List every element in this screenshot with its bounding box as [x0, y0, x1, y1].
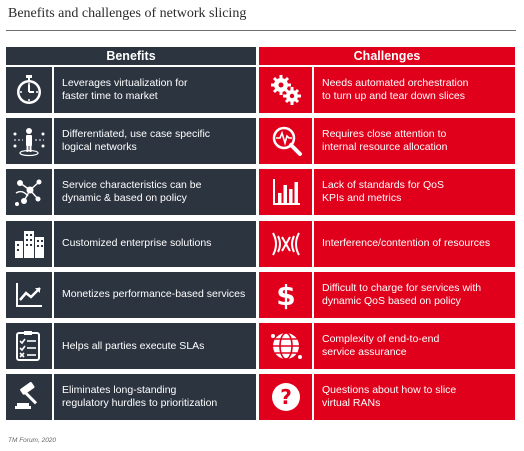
- challenge-cell: Requires close attention to internal res…: [314, 118, 515, 165]
- gears-icon: [259, 67, 312, 113]
- slicing-row: Leverages virtualization for faster time…: [6, 67, 516, 113]
- benefit-cell: Helps all parties execute SLAs: [54, 323, 256, 369]
- slicing-row: Service characteristics can be dynamic &…: [6, 169, 516, 216]
- challenge-text: Complexity of end-to-end service assuran…: [322, 333, 440, 358]
- benefit-cell: Eliminates long-standing regulatory hurd…: [54, 374, 256, 421]
- slicing-row: Helps all parties execute SLAs Complexity…: [6, 323, 516, 369]
- gavel-icon: [6, 374, 52, 421]
- challenge-cell: Lack of standards for QoS KPIs and metri…: [314, 169, 515, 216]
- checklist-icon: [6, 323, 52, 369]
- trend-chart-icon: [6, 271, 52, 318]
- challenge-text: Needs automated orchestration to turn up…: [322, 77, 469, 102]
- source-note: TM Forum, 2020: [8, 437, 57, 444]
- slicing-row: Differentiated, use case specific logica…: [6, 118, 516, 165]
- benefit-text: Customized enterprise solutions: [62, 237, 212, 250]
- challenge-cell: Complexity of end-to-end service assuran…: [314, 323, 515, 369]
- svg-text:?: ?: [280, 385, 292, 409]
- challenge-text: Questions about how to slice virtual RAN…: [322, 384, 457, 410]
- bar-chart-icon: [259, 169, 312, 216]
- benefit-cell: Service characteristics can be dynamic &…: [54, 169, 256, 216]
- challenge-text: Lack of standards for QoS KPIs and metri…: [322, 179, 444, 205]
- stopwatch-icon: [6, 67, 52, 113]
- benefit-cell: Differentiated, use case specific logica…: [54, 118, 256, 165]
- benefit-cell: Leverages virtualization for faster time…: [54, 67, 256, 113]
- challenge-cell: Needs automated orchestration to turn up…: [314, 67, 515, 113]
- challenge-text: Difficult to charge for services with dy…: [322, 281, 482, 307]
- challenge-cell: Difficult to charge for services with dy…: [314, 271, 515, 318]
- benefit-text: Monetizes performance-based services: [62, 288, 246, 301]
- benefit-text: Leverages virtualization for faster time…: [62, 77, 188, 102]
- slicing-row: Monetizes performance-based services $ Dif…: [6, 271, 516, 318]
- svg-text:$: $: [276, 279, 295, 312]
- challenge-cell: Questions about how to slice virtual RAN…: [314, 374, 515, 421]
- buildings-icon: [6, 220, 52, 267]
- benefit-text: Service characteristics can be dynamic &…: [62, 179, 202, 205]
- benefit-cell: Customized enterprise solutions: [54, 220, 256, 267]
- question-icon: ?: [259, 374, 312, 421]
- benefit-text: Helps all parties execute SLAs: [62, 339, 205, 352]
- benefits-header: Benefits: [6, 47, 256, 65]
- benefit-text: Differentiated, use case specific logica…: [62, 128, 211, 154]
- benefit-cell: Monetizes performance-based services: [54, 271, 256, 318]
- benefit-text: Eliminates long-standing regulatory hurd…: [62, 384, 218, 410]
- slicing-row: Customized enterprise solutions Interfere…: [6, 220, 516, 267]
- challenges-header: Challenges: [259, 47, 515, 65]
- dollar-icon: $: [259, 271, 312, 318]
- person-network-icon: [6, 118, 52, 165]
- page-title: Benefits and challenges of network slici…: [8, 6, 247, 21]
- challenge-text: Requires close attention to internal res…: [322, 128, 448, 154]
- challenge-cell: Interference/contention of resources: [314, 220, 515, 267]
- challenge-text: Interference/contention of resources: [322, 237, 491, 250]
- policy-network-icon: [6, 169, 52, 216]
- title-divider: [6, 30, 516, 31]
- globe-network-icon: [259, 323, 312, 369]
- magnifier-pulse-icon: [259, 118, 312, 165]
- interference-icon: [259, 220, 312, 267]
- slicing-row: Eliminates long-standing regulatory hurd…: [6, 374, 516, 421]
